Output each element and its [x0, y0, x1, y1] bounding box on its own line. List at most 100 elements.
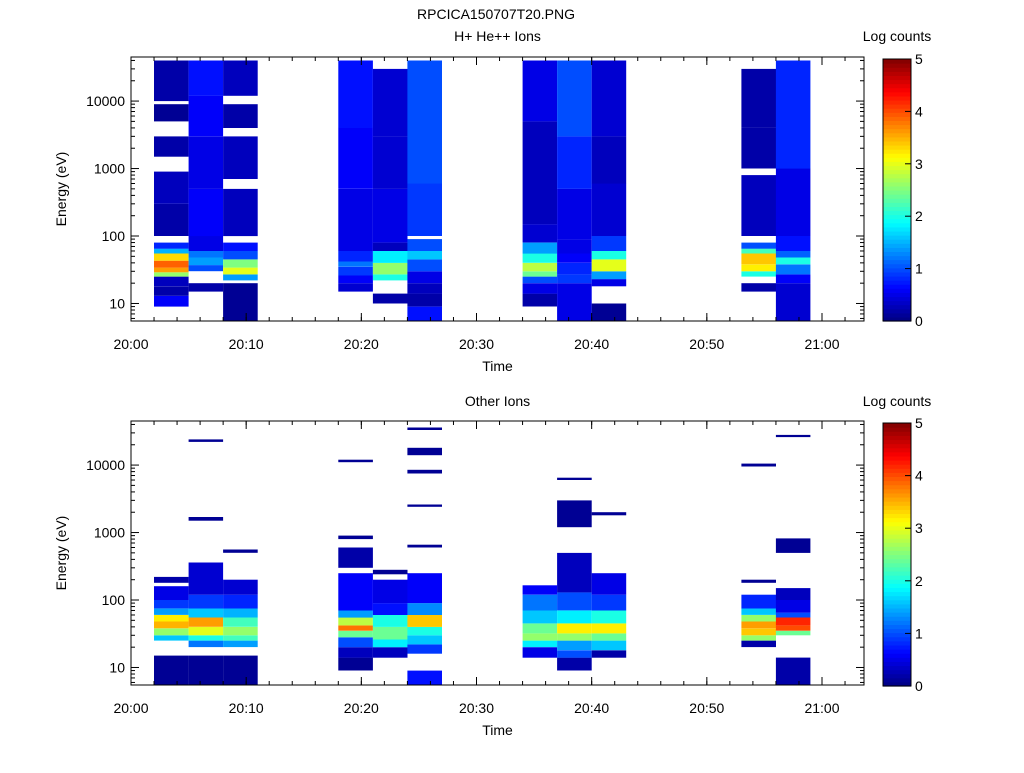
heatmap-cell [557, 283, 592, 321]
heatmap-cell [591, 594, 627, 611]
heatmap-cell [775, 625, 811, 631]
heatmap-cell [775, 283, 811, 321]
colorbar-swatch [883, 533, 911, 539]
colorbar-swatch [883, 177, 911, 183]
colorbar-swatch [883, 640, 911, 646]
colorbar-swatch [883, 570, 911, 576]
heatmap-cell [775, 657, 811, 685]
x-tick-label: 20:20 [344, 700, 379, 716]
colorbar-swatch [883, 525, 911, 531]
colorbar-swatch [883, 616, 911, 621]
colorbar-swatch [883, 95, 911, 101]
heatmap-cell [557, 136, 592, 189]
heatmap-cell [223, 136, 258, 179]
colorbar-swatch [883, 239, 911, 244]
heatmap-cell [372, 603, 408, 615]
heatmap-cell [591, 623, 627, 634]
heatmap-cell [741, 615, 776, 622]
colorbar-tick-label: 0 [915, 313, 923, 329]
heatmap-cell [522, 610, 558, 624]
heatmap-cell [154, 295, 189, 307]
colorbar-swatch [883, 423, 911, 428]
heatmap-cell [775, 434, 811, 438]
heatmap-cell [372, 615, 408, 627]
colorbar-tick-label: 1 [915, 261, 923, 277]
heatmap-cell [223, 635, 258, 641]
heatmap-cell [741, 175, 776, 236]
heatmap-cell [522, 253, 558, 263]
colorbar-swatch [883, 214, 911, 220]
heatmap-cell [522, 276, 558, 284]
heatmap-cell [591, 236, 627, 251]
heatmap-cell [338, 261, 373, 267]
y-tick-label: 10000 [86, 93, 125, 109]
heatmap-cell [407, 615, 442, 627]
x-tick-label: 20:10 [229, 700, 264, 716]
heatmap-cell [188, 188, 224, 237]
colorbar-swatch [883, 128, 911, 134]
heatmap-cell [338, 459, 373, 463]
colorbar-swatch [883, 509, 911, 515]
heatmap-cell [741, 594, 776, 609]
heatmap-cell [557, 253, 592, 263]
colorbar-swatch [883, 591, 911, 597]
heatmap-cell [154, 260, 189, 268]
heatmap-cell [372, 626, 408, 640]
colorbar-swatch [883, 575, 911, 580]
colorbar-swatch [883, 649, 911, 654]
heatmap-cell [338, 547, 373, 568]
colorbar-swatch [883, 181, 911, 187]
heatmap-cell [557, 610, 592, 624]
colorbar-swatch [883, 624, 911, 630]
panel-h-he-ions: H+ He++ Ions 20:00 20:10 20:20 20:30 20:40 20:… [53, 28, 931, 374]
heatmap-cell [223, 608, 258, 618]
colorbar-swatch [883, 484, 911, 490]
colorbar-swatch [883, 583, 911, 588]
heatmap-cell [407, 644, 442, 654]
heatmap-cell [338, 647, 373, 658]
heatmap-cell [372, 639, 408, 648]
heatmap-cell [407, 427, 442, 430]
heatmap-cell [522, 283, 558, 294]
heatmap-cell [154, 104, 189, 122]
colorbar-swatch [883, 612, 911, 617]
heatmap-cell [154, 203, 189, 236]
colorbar-swatch [883, 243, 911, 248]
colorbar-swatch [883, 153, 911, 158]
colorbar-swatch [883, 275, 911, 281]
figure-title: RPCICA150707T20.PNG [417, 6, 575, 22]
colorbar-swatch [883, 112, 911, 117]
colorbar-swatch [883, 653, 911, 658]
colorbar-swatch [883, 546, 911, 551]
y-tick-label: 100 [102, 592, 126, 608]
colorbar-swatch [883, 255, 911, 261]
colorbar-swatch [883, 538, 911, 543]
colorbar-swatch [883, 521, 911, 527]
heatmap-cell [591, 183, 627, 236]
heatmap-cell [188, 265, 224, 272]
heatmap-cell [188, 640, 224, 648]
heatmap-cell [338, 630, 373, 638]
colorbar-swatch [883, 280, 911, 285]
heatmap-cell [154, 608, 189, 615]
heatmap-cell [741, 579, 776, 583]
heatmap-cell [591, 279, 627, 287]
heatmap-cell [188, 562, 224, 595]
colorbar-swatch [883, 513, 911, 519]
heatmap-cell [223, 259, 258, 268]
heatmap-cell [522, 224, 558, 243]
panel-other-ions: Other Ions 20:00 20:10 20:20 20:30 20:40 20:50… [53, 393, 931, 738]
heatmap-cell [223, 251, 258, 260]
y-tick-label: 10 [109, 659, 125, 675]
colorbar-swatch [883, 492, 911, 498]
x-axis-label: Time [482, 722, 513, 738]
colorbar-swatch [883, 235, 911, 240]
heatmap-cell [372, 68, 408, 137]
colorbar-swatch [883, 587, 911, 593]
heatmap-cell [557, 633, 592, 641]
heatmap-cell [407, 670, 442, 685]
colorbar-swatch [883, 190, 911, 195]
heatmap-cell [591, 259, 627, 272]
heatmap-cells [154, 427, 811, 685]
colorbar-swatch [883, 71, 911, 76]
